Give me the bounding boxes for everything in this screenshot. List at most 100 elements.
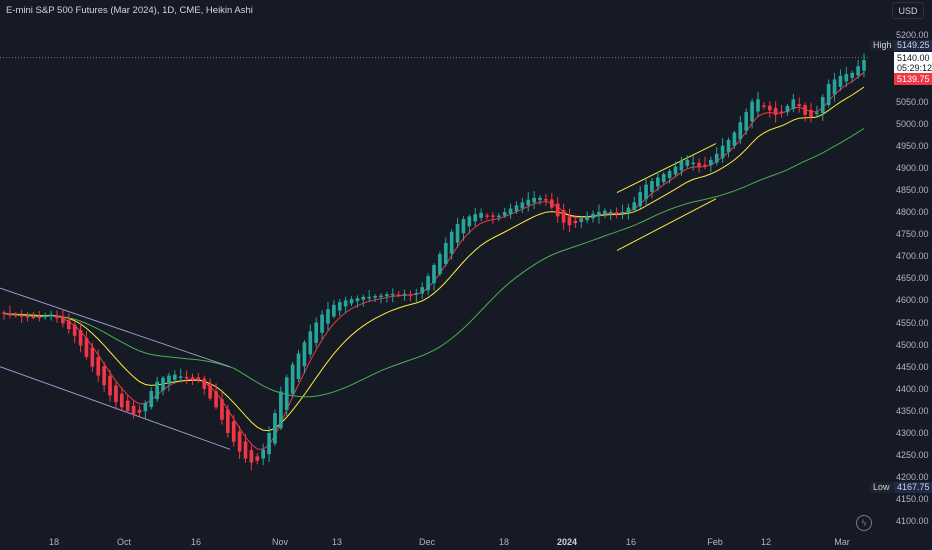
candle-body[interactable] [108, 375, 112, 396]
candle-body[interactable] [767, 105, 772, 111]
candle-body[interactable] [538, 197, 542, 201]
candle-body[interactable] [508, 208, 513, 214]
candle-body[interactable] [856, 66, 860, 76]
candle-body[interactable] [220, 399, 224, 420]
candle-body[interactable] [208, 383, 212, 399]
candle-body[interactable] [614, 212, 619, 214]
candle-body[interactable] [479, 212, 483, 218]
candle-body[interactable] [744, 112, 749, 131]
candle-body[interactable] [673, 166, 678, 175]
candle-body[interactable] [703, 164, 707, 167]
candle-body[interactable] [656, 177, 660, 187]
candle-body[interactable] [114, 385, 118, 403]
candle-body[interactable] [679, 161, 684, 171]
candle-body[interactable] [803, 105, 807, 115]
candle-body[interactable] [349, 299, 354, 304]
candle-body[interactable] [367, 296, 372, 299]
candle-body[interactable] [402, 293, 407, 296]
candle-body[interactable] [685, 159, 690, 166]
candle-body[interactable] [467, 216, 472, 227]
candle-body[interactable] [485, 215, 489, 217]
candle-body[interactable] [797, 104, 802, 106]
candle-body[interactable] [55, 315, 59, 319]
candle-body[interactable] [90, 347, 95, 367]
candle-body[interactable] [96, 357, 101, 376]
candle-body[interactable] [379, 295, 383, 298]
candle-body[interactable] [172, 374, 177, 380]
candle-body[interactable] [496, 215, 501, 218]
candle-body[interactable] [449, 231, 454, 254]
candle-body[interactable] [585, 216, 589, 221]
candle-body[interactable] [844, 74, 849, 82]
candle-body[interactable] [762, 105, 766, 107]
candle-body[interactable] [290, 364, 295, 394]
candle-body[interactable] [255, 456, 260, 461]
candle-body[interactable] [231, 421, 236, 442]
candle-body[interactable] [549, 199, 554, 208]
candle-body[interactable] [361, 296, 366, 300]
candle-body[interactable] [520, 202, 525, 209]
candle-body[interactable] [137, 409, 142, 413]
candle-body[interactable] [267, 432, 271, 455]
candle-body[interactable] [396, 294, 401, 296]
candle-body[interactable] [161, 377, 165, 391]
candle-body[interactable] [602, 210, 607, 215]
candle-body[interactable] [714, 153, 719, 163]
candle-body[interactable] [249, 450, 254, 463]
candle-body[interactable] [850, 72, 855, 78]
candle-body[interactable] [779, 111, 784, 114]
candle-body[interactable] [184, 376, 189, 379]
candle-body[interactable] [815, 112, 819, 115]
candle-body[interactable] [826, 83, 831, 106]
candle-body[interactable] [37, 316, 42, 319]
candle-body[interactable] [320, 314, 324, 333]
candle-body[interactable] [838, 75, 843, 87]
candle-body[interactable] [202, 378, 207, 389]
candle-body[interactable] [438, 254, 442, 275]
candle-body[interactable] [650, 181, 654, 192]
candle-body[interactable] [178, 376, 183, 378]
candle-body[interactable] [355, 298, 360, 302]
rising-channel-upper[interactable] [616, 143, 717, 194]
candle-body[interactable] [785, 105, 790, 113]
candle-body[interactable] [738, 122, 743, 140]
candle-body[interactable] [561, 209, 566, 223]
candle-body[interactable] [102, 366, 106, 386]
candle-body[interactable] [72, 324, 77, 336]
candle-body[interactable] [332, 304, 336, 317]
candle-body[interactable] [567, 216, 572, 226]
candle-body[interactable] [149, 391, 154, 408]
candle-body[interactable] [544, 199, 548, 201]
candle-body[interactable] [697, 162, 701, 167]
candle-body[interactable] [308, 331, 313, 355]
candle-body[interactable] [273, 413, 277, 444]
candle-body[interactable] [296, 353, 301, 380]
candle-body[interactable] [43, 315, 48, 318]
candle-body[interactable] [155, 381, 159, 400]
candle-body[interactable] [461, 219, 466, 234]
candle-body[interactable] [809, 109, 813, 118]
candle-body[interactable] [432, 265, 436, 284]
rising-channel-lower[interactable] [616, 198, 717, 251]
candle-body[interactable] [343, 300, 348, 307]
candle-body[interactable] [832, 79, 837, 95]
candle-body[interactable] [2, 312, 6, 314]
candle-body[interactable] [667, 170, 672, 179]
candle-body[interactable] [720, 145, 725, 159]
candle-body[interactable] [125, 400, 130, 411]
falling-channel-lower[interactable] [0, 366, 231, 450]
candle-body[interactable] [337, 302, 342, 311]
candle-body[interactable] [709, 159, 713, 166]
candle-body[interactable] [420, 287, 425, 294]
candle-body[interactable] [473, 214, 478, 222]
candle-body[interactable] [84, 337, 89, 357]
candle-body[interactable] [119, 393, 124, 408]
falling-channel-upper[interactable] [0, 287, 231, 368]
candle-body[interactable] [820, 97, 825, 114]
candle-body[interactable] [196, 377, 201, 380]
candle-body[interactable] [8, 313, 12, 316]
candle-body[interactable] [514, 205, 519, 212]
candle-body[interactable] [190, 377, 195, 379]
candle-body[interactable] [555, 203, 560, 217]
candle-body[interactable] [408, 294, 413, 296]
